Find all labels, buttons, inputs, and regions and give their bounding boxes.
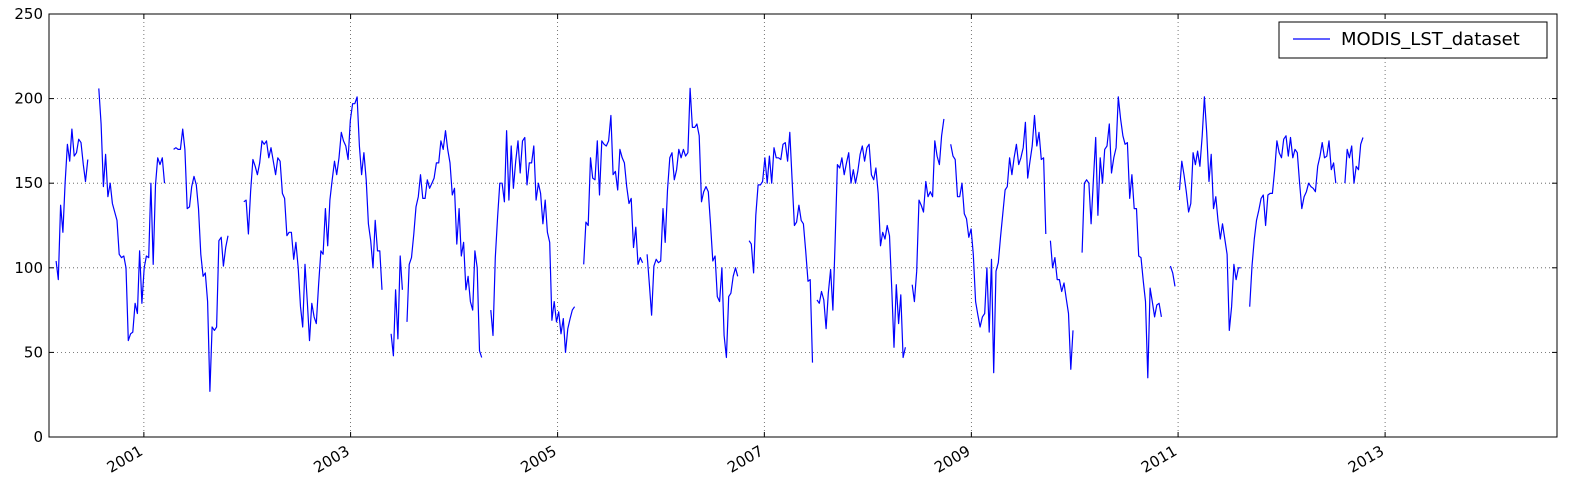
series-line-segment [1249,135,1337,307]
series-line-segment [950,114,1047,374]
y-tick-label: 100 [14,259,43,277]
series-lines [55,87,1364,392]
series-line-segment [173,128,229,392]
series-line-segment [911,118,945,303]
series-line-segment [55,128,89,281]
legend: MODIS_LST_dataset [1278,21,1548,59]
series-line-segment [1081,96,1162,379]
legend-box [1278,21,1548,59]
series-line-segment [490,130,576,353]
y-tick-label: 150 [14,174,43,192]
series-line-segment [748,131,814,363]
series-line-segment [98,88,166,342]
series-line-segment [646,87,739,359]
series-line-segment [583,114,644,265]
series-line-segment [1049,240,1074,370]
series-line-segment [243,96,383,342]
series-line-segment [1344,137,1364,184]
y-axis: 0 50 100 150 200 250 [14,5,1557,446]
plot-frame [48,13,1558,438]
y-tick-label: 0 [33,428,43,446]
series-line-segment [1169,265,1176,287]
series-line-segment [390,255,403,357]
series-line-segment [406,130,483,358]
series-line-segment [816,143,906,359]
y-tick-label: 200 [14,90,43,108]
grid [49,14,1557,437]
y-tick-label: 50 [24,343,43,361]
legend-label: MODIS_LST_dataset [1341,29,1520,50]
series-line-segment [1178,96,1241,331]
y-tick-label: 250 [14,5,43,23]
